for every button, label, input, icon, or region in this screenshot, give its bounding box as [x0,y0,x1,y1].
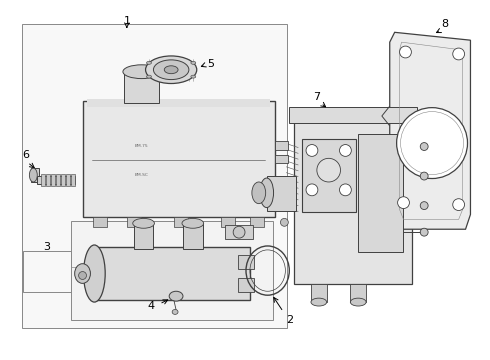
Bar [124,72,159,103]
Circle shape [396,108,467,179]
Bar [71,221,272,320]
Bar [66,174,70,186]
Ellipse shape [191,61,196,64]
Ellipse shape [252,182,266,204]
Bar [267,176,296,211]
Ellipse shape [260,178,273,208]
Ellipse shape [169,291,183,301]
Bar [37,176,74,184]
Bar [71,174,74,186]
Ellipse shape [153,60,189,80]
Bar [221,217,235,227]
Ellipse shape [164,66,178,74]
Ellipse shape [133,219,154,228]
Bar [88,99,270,107]
Bar [294,119,413,284]
Ellipse shape [123,65,160,78]
Circle shape [397,197,410,208]
Circle shape [453,199,465,211]
Bar [289,107,417,123]
Bar [41,174,45,186]
Circle shape [306,145,318,156]
Circle shape [453,48,465,60]
Bar [302,139,356,212]
Text: 6: 6 [22,150,29,161]
Polygon shape [390,32,470,229]
Text: BM.SC: BM.SC [135,173,148,177]
Bar [56,174,60,186]
Text: 4: 4 [148,301,155,311]
Bar [46,174,50,186]
Ellipse shape [420,172,428,180]
Bar [174,217,188,227]
Ellipse shape [147,75,151,78]
Bar [274,141,288,150]
Bar [94,217,107,227]
Text: 2: 2 [286,315,293,325]
Text: 8: 8 [441,19,448,30]
Bar [238,255,254,269]
Ellipse shape [191,75,196,78]
Circle shape [78,271,86,279]
Ellipse shape [350,298,366,306]
Bar [95,247,250,300]
Circle shape [306,184,318,196]
Bar [24,251,71,292]
Text: 3: 3 [44,242,50,252]
Text: 1: 1 [123,15,130,26]
Bar [134,223,153,249]
Bar [82,101,274,217]
Text: 5: 5 [207,59,214,69]
Text: 7: 7 [313,92,320,102]
Ellipse shape [147,61,151,64]
Ellipse shape [311,298,327,306]
Bar [61,174,65,186]
Bar [183,223,203,249]
Bar [225,225,253,239]
Ellipse shape [172,310,178,314]
Ellipse shape [29,168,37,182]
Circle shape [340,184,351,196]
Bar [22,24,287,328]
Bar [51,174,55,186]
Bar [127,217,141,227]
Bar [31,168,39,182]
Ellipse shape [420,143,428,150]
Circle shape [340,145,351,156]
Bar [358,134,402,252]
Ellipse shape [420,202,428,210]
Circle shape [317,158,341,182]
Bar [350,284,366,302]
Ellipse shape [182,219,204,228]
Ellipse shape [83,245,105,302]
Ellipse shape [74,264,91,283]
Ellipse shape [233,226,245,238]
Bar [274,156,288,163]
Bar [250,217,264,227]
Ellipse shape [146,56,197,84]
Text: BM.75: BM.75 [135,144,148,148]
Bar [238,278,254,292]
Bar [311,284,327,302]
Circle shape [399,46,412,58]
Ellipse shape [280,219,288,226]
Ellipse shape [420,228,428,236]
